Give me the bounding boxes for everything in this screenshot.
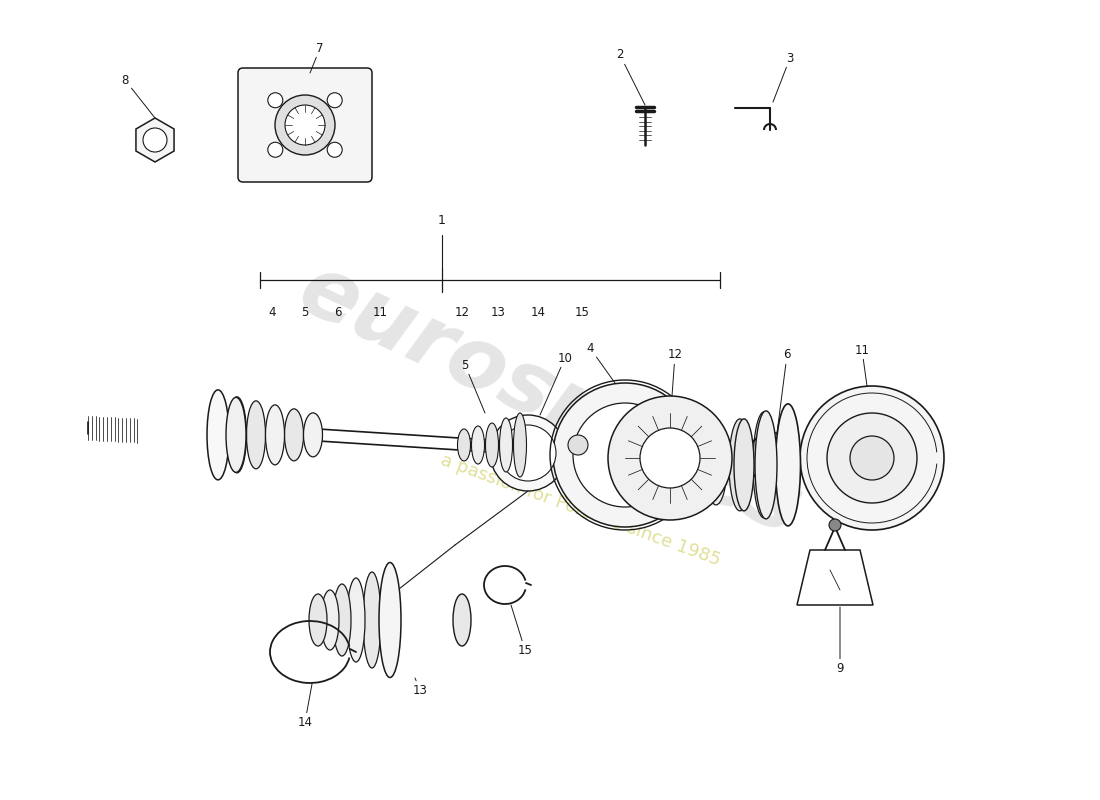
- Ellipse shape: [381, 565, 399, 675]
- Circle shape: [267, 142, 283, 158]
- Circle shape: [800, 386, 944, 530]
- Text: a passion for Porsche since 1985: a passion for Porsche since 1985: [438, 451, 723, 569]
- Circle shape: [143, 128, 167, 152]
- Ellipse shape: [734, 419, 754, 511]
- Ellipse shape: [485, 423, 498, 467]
- Text: 14: 14: [297, 684, 312, 729]
- Circle shape: [573, 403, 676, 507]
- Ellipse shape: [705, 425, 727, 505]
- Text: 11: 11: [855, 343, 869, 386]
- Polygon shape: [136, 118, 174, 162]
- Circle shape: [267, 93, 283, 108]
- Text: 10: 10: [540, 351, 572, 415]
- Text: 8: 8: [121, 74, 155, 118]
- Text: 4: 4: [268, 306, 276, 318]
- Text: 9: 9: [836, 607, 844, 674]
- Circle shape: [490, 415, 566, 491]
- Text: 7: 7: [310, 42, 323, 73]
- Ellipse shape: [321, 590, 339, 650]
- Text: 14: 14: [530, 306, 546, 318]
- Text: 5: 5: [461, 358, 485, 413]
- Text: 3: 3: [773, 51, 794, 102]
- Ellipse shape: [681, 431, 703, 499]
- Text: 6: 6: [334, 306, 342, 318]
- Ellipse shape: [304, 413, 322, 457]
- Ellipse shape: [292, 141, 319, 163]
- Ellipse shape: [755, 411, 777, 519]
- Text: 5: 5: [301, 306, 309, 318]
- Text: 4: 4: [586, 342, 615, 383]
- Circle shape: [827, 413, 917, 503]
- Ellipse shape: [309, 594, 327, 646]
- Ellipse shape: [729, 419, 751, 511]
- Ellipse shape: [472, 426, 484, 464]
- Ellipse shape: [228, 397, 246, 473]
- Ellipse shape: [209, 393, 228, 477]
- Text: 15: 15: [512, 605, 532, 657]
- Circle shape: [285, 105, 324, 145]
- Circle shape: [850, 436, 894, 480]
- Text: 13: 13: [491, 306, 505, 318]
- Ellipse shape: [514, 413, 527, 477]
- Circle shape: [829, 519, 842, 531]
- Ellipse shape: [776, 404, 801, 526]
- Circle shape: [640, 428, 700, 488]
- Circle shape: [553, 383, 697, 527]
- Ellipse shape: [453, 594, 471, 646]
- Ellipse shape: [379, 562, 401, 678]
- Polygon shape: [798, 550, 873, 605]
- Ellipse shape: [285, 409, 304, 461]
- Ellipse shape: [253, 114, 280, 136]
- Ellipse shape: [777, 405, 799, 525]
- Circle shape: [500, 425, 556, 481]
- Ellipse shape: [333, 584, 351, 656]
- Ellipse shape: [346, 578, 365, 662]
- Text: 11: 11: [373, 306, 387, 318]
- Text: 13: 13: [412, 678, 428, 697]
- Ellipse shape: [292, 87, 319, 109]
- Circle shape: [327, 142, 342, 158]
- Ellipse shape: [499, 418, 513, 472]
- Ellipse shape: [329, 114, 358, 136]
- Ellipse shape: [265, 405, 285, 465]
- FancyBboxPatch shape: [238, 68, 372, 182]
- Text: 12: 12: [454, 306, 470, 318]
- Text: 15: 15: [574, 306, 590, 318]
- Text: 6: 6: [777, 349, 791, 433]
- Ellipse shape: [458, 429, 471, 461]
- Text: eurospares: eurospares: [286, 247, 814, 553]
- Text: 1: 1: [438, 214, 446, 226]
- Ellipse shape: [363, 572, 381, 668]
- Text: 2: 2: [616, 49, 645, 105]
- Ellipse shape: [754, 412, 776, 518]
- Circle shape: [608, 396, 732, 520]
- Ellipse shape: [207, 390, 229, 480]
- Circle shape: [568, 435, 588, 455]
- Ellipse shape: [246, 401, 265, 469]
- Circle shape: [275, 95, 336, 155]
- Ellipse shape: [226, 398, 246, 472]
- Circle shape: [327, 93, 342, 108]
- Text: 12: 12: [668, 349, 682, 396]
